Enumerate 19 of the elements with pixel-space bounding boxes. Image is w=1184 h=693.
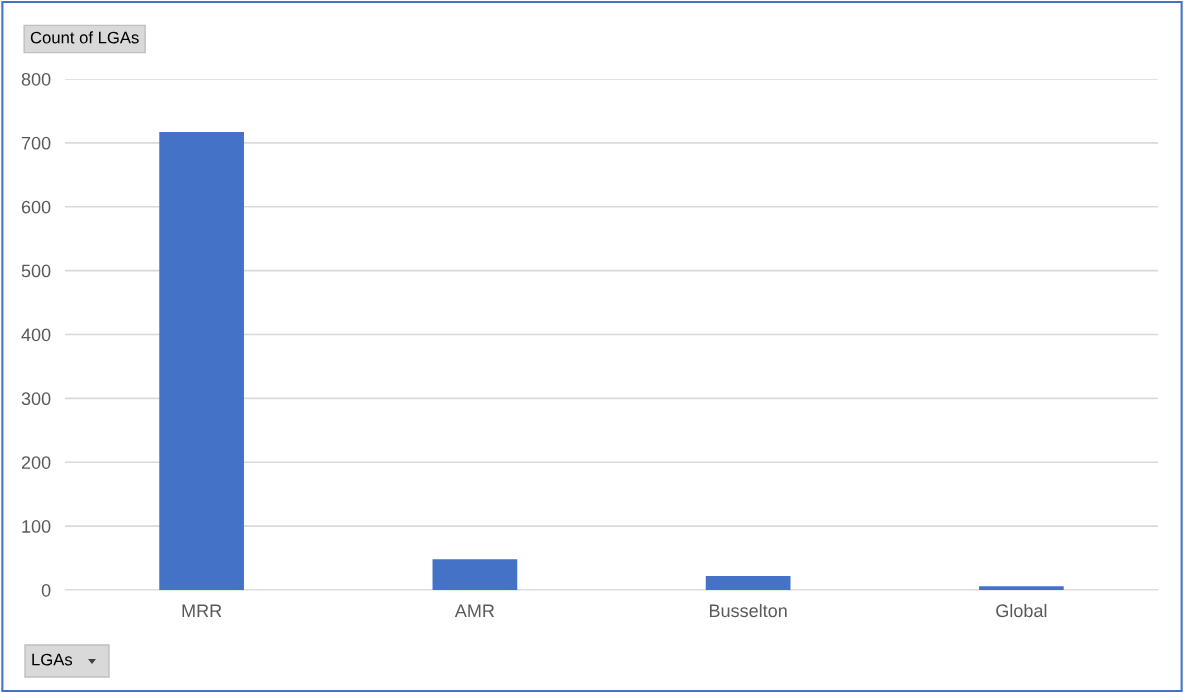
- bar: [979, 586, 1064, 590]
- y-tick-label: 400: [21, 328, 51, 342]
- x-axis-title: LGAs: [32, 653, 73, 666]
- y-tick-label: 200: [21, 456, 51, 469]
- y-tick-label: 500: [21, 264, 51, 278]
- x-tick-label: Busselton: [709, 603, 787, 618]
- bar: [432, 559, 518, 590]
- y-tick-label: 0: [41, 583, 51, 597]
- y-tick-label: 100: [22, 520, 51, 533]
- y-tick-label: 800: [21, 72, 51, 86]
- y-axis-title: Count of LGAs: [30, 31, 139, 44]
- y-tick-label: 700: [21, 136, 51, 150]
- y-tick-label: 300: [21, 392, 51, 406]
- bar: [705, 575, 791, 590]
- x-tick-label: Global: [996, 603, 1047, 618]
- bar: [159, 132, 244, 590]
- y-tick-label: 600: [21, 200, 51, 214]
- x-tick-label: MRR: [182, 604, 222, 617]
- x-tick-label: AMR: [454, 604, 495, 617]
